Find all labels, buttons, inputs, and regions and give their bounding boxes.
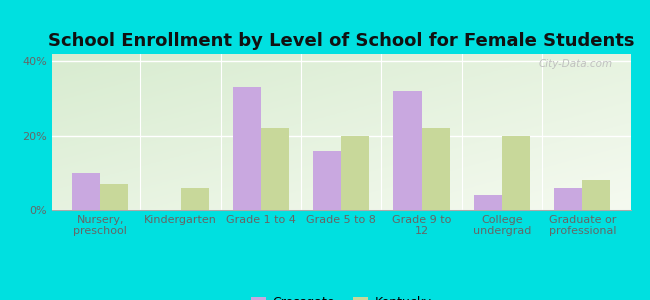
Bar (393, 91, 422, 210)
Text: City-Data.com: City-Data.com (539, 59, 613, 69)
Bar (100, 184, 128, 210)
Bar (582, 180, 610, 210)
Bar (502, 136, 530, 210)
Title: School Enrollment by Level of School for Female Students: School Enrollment by Level of School for… (48, 32, 634, 50)
Bar (422, 128, 450, 210)
Bar (474, 195, 502, 210)
Bar (181, 188, 209, 210)
Bar (233, 87, 261, 210)
Bar (341, 136, 369, 210)
Bar (313, 151, 341, 210)
Legend: Crossgate, Kentucky: Crossgate, Kentucky (246, 291, 437, 300)
Bar (554, 188, 582, 210)
Bar (72, 173, 100, 210)
Bar (261, 128, 289, 210)
